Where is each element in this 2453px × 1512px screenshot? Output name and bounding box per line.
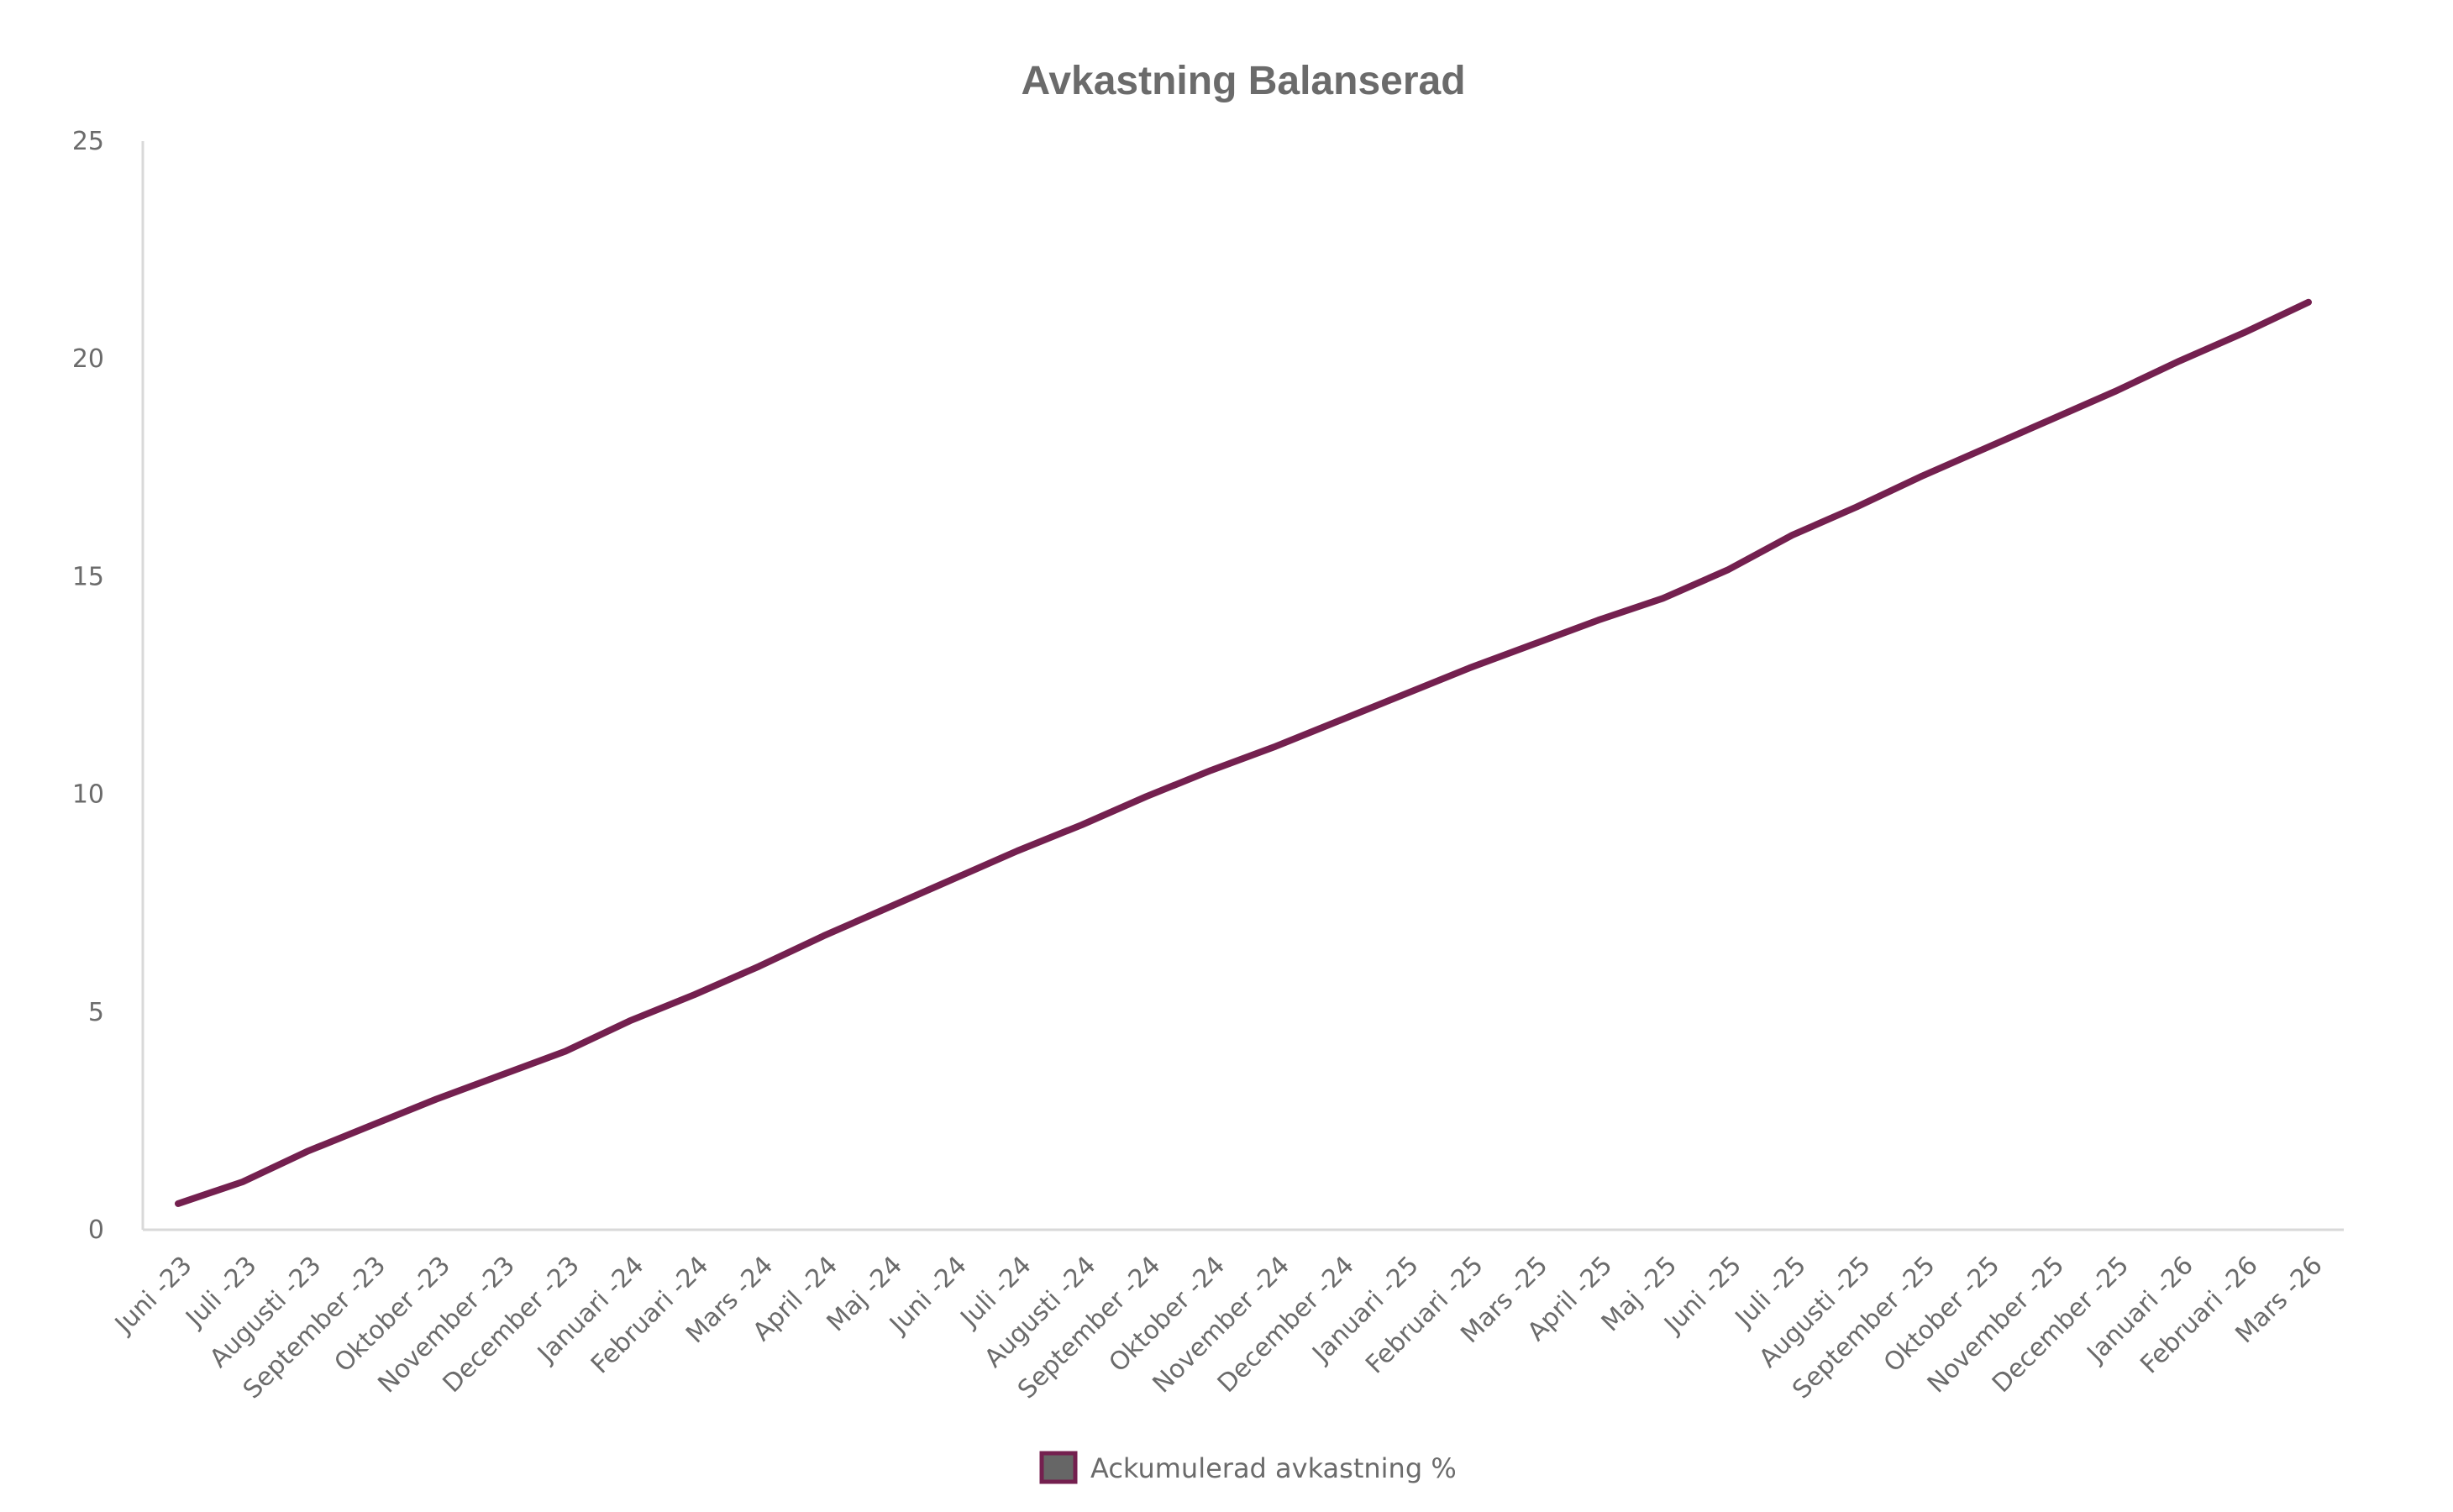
y-axis-ticks: 0 5 10 15 20 25 — [72, 127, 104, 1245]
y-tick-label: 10 — [72, 780, 104, 810]
y-tick-label: 25 — [72, 127, 104, 156]
y-tick-label: 5 — [88, 998, 104, 1027]
legend-swatch — [1039, 1451, 1078, 1484]
series-line — [175, 298, 2312, 1207]
legend: Ackumulerad avkastning % — [1039, 1451, 1457, 1484]
chart-title: Avkastning Balanserad — [1021, 59, 1465, 103]
x-tick-label: Juni -23 — [108, 1251, 198, 1341]
y-tick-label: 20 — [72, 344, 104, 374]
axes — [141, 141, 2344, 1231]
series-group — [175, 298, 2312, 1207]
legend-label: Ackumulerad avkastning % — [1090, 1452, 1457, 1484]
y-tick-label: 0 — [88, 1215, 104, 1245]
y-tick-label: 15 — [72, 562, 104, 591]
